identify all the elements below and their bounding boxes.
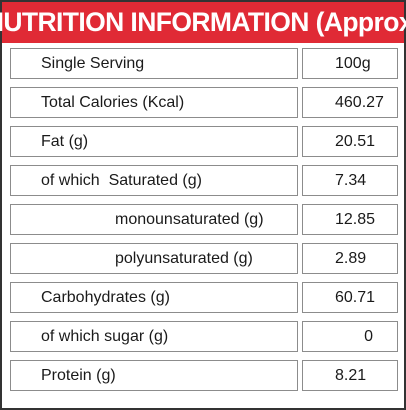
nutrient-value: 0 — [302, 321, 398, 352]
nutrient-value: 8.21 — [302, 360, 398, 391]
nutrition-row-carbohydrates: Carbohydrates (g) 60.71 — [10, 282, 398, 313]
nutrient-label: of which Saturated (g) — [10, 165, 298, 196]
nutrient-value: 20.51 — [302, 126, 398, 157]
nutrition-row-fat: Fat (g) 20.51 — [10, 126, 398, 157]
nutrient-label: Carbohydrates (g) — [10, 282, 298, 313]
nutrition-row-sugar: of which sugar (g) 0 — [10, 321, 398, 352]
nutrient-label: Fat (g) — [10, 126, 298, 157]
nutrition-title: NUTRITION INFORMATION (Approx) — [0, 2, 406, 43]
nutrient-value: 460.27 — [302, 87, 398, 118]
nutrient-value: 60.71 — [302, 282, 398, 313]
nutrition-row-saturated: of which Saturated (g) 7.34 — [10, 165, 398, 196]
nutrition-row-total-calories: Total Calories (Kcal) 460.27 — [10, 87, 398, 118]
nutrient-label: Protein (g) — [10, 360, 298, 391]
nutrition-row-polyunsaturated: polyunsaturated (g) 2.89 — [10, 243, 398, 274]
nutrition-row-single-serving: Single Serving 100g — [10, 48, 398, 79]
nutrition-row-monounsaturated: monounsaturated (g) 12.85 — [10, 204, 398, 235]
nutrient-label: of which sugar (g) — [10, 321, 298, 352]
nutrient-label: Single Serving — [10, 48, 298, 79]
nutrient-value: 2.89 — [302, 243, 398, 274]
nutrient-value: 7.34 — [302, 165, 398, 196]
nutrition-table: Single Serving 100g Total Calories (Kcal… — [10, 48, 398, 399]
nutrition-row-protein: Protein (g) 8.21 — [10, 360, 398, 391]
nutrient-value: 100g — [302, 48, 398, 79]
nutrient-label: Total Calories (Kcal) — [10, 87, 298, 118]
nutrient-value: 12.85 — [302, 204, 398, 235]
nutrient-label: monounsaturated (g) — [10, 204, 298, 235]
nutrient-label: polyunsaturated (g) — [10, 243, 298, 274]
